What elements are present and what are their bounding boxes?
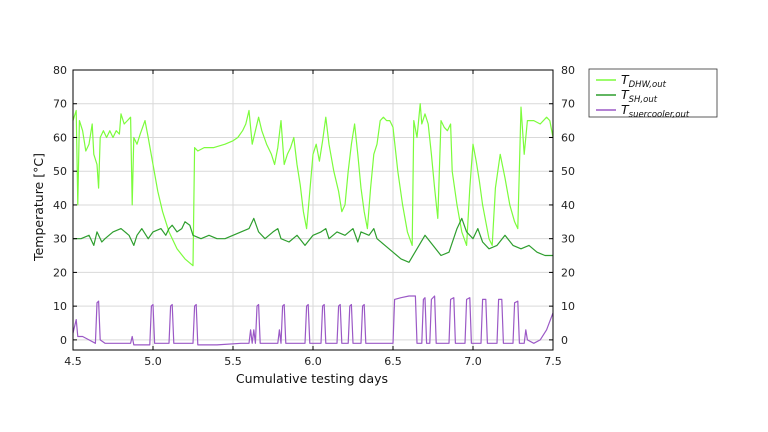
y-tick-label-right: 60 [561, 131, 575, 144]
y-tick-label-left: 60 [53, 131, 67, 144]
x-tick-label: 5.5 [224, 355, 242, 368]
y-tick-label-right: 70 [561, 98, 575, 111]
y-tick-label-left: 20 [53, 266, 67, 279]
y-tick-label-left: 50 [53, 165, 67, 178]
series-layer [72, 103, 554, 346]
x-tick-label: 6.0 [304, 355, 322, 368]
legend-label: TSH,out [621, 87, 658, 105]
y-tick-label-right: 10 [561, 300, 575, 313]
x-axis-title: Cumulative testing days [236, 371, 388, 386]
grid [72, 69, 554, 350]
series-line-sh-out [73, 217, 553, 263]
y-tick-label-right: 50 [561, 165, 575, 178]
series-line-dhw-out [72, 103, 554, 267]
y-tick-label-right: 30 [561, 233, 575, 246]
x-tick-label: 7.0 [464, 355, 482, 368]
y-tick-label-left: 80 [53, 64, 67, 77]
y-tick-label-left: 70 [53, 98, 67, 111]
x-tick-label: 5.0 [144, 355, 162, 368]
y-tick-label-left: 10 [53, 300, 67, 313]
y-axis-title: Temperature [°C] [31, 153, 46, 262]
y-tick-label-right: 20 [561, 266, 575, 279]
x-tick-label: 7.5 [544, 355, 562, 368]
y-tick-labels-right: 0 10 20 30 40 50 60 70 80 [561, 64, 575, 347]
legend-box [588, 68, 718, 118]
y-tick-label-right: 0 [561, 334, 568, 347]
ticks [72, 69, 554, 350]
series-line-suercooler-out [72, 295, 554, 346]
y-tick-label-left: 0 [60, 334, 67, 347]
y-tick-label-left: 30 [53, 233, 67, 246]
x-tick-label: 4.5 [64, 355, 82, 368]
y-tick-label-right: 40 [561, 199, 575, 212]
x-tick-labels: 4.5 5.0 5.5 6.0 6.5 7.0 7.5 [64, 355, 562, 368]
x-tick-label: 6.5 [384, 355, 402, 368]
y-tick-label-right: 80 [561, 64, 575, 77]
legend-label: TDHW,out [621, 72, 667, 90]
legend-label: Tsuercooler,out [621, 102, 690, 120]
y-tick-labels-left: 0 10 20 30 40 50 60 70 80 [53, 64, 67, 347]
y-tick-label-left: 40 [53, 199, 67, 212]
